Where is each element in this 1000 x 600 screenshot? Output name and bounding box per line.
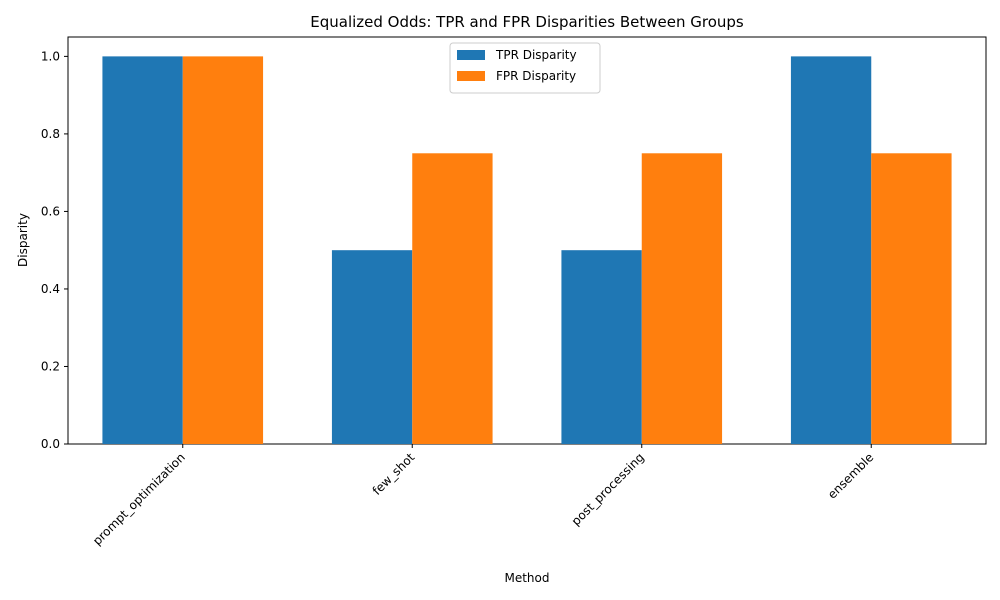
tpr-bar-post-processing — [561, 250, 642, 444]
bars-group — [102, 56, 952, 445]
y-tick-label: 0.2 — [41, 359, 60, 373]
tpr-bar-ensemble — [790, 56, 872, 444]
legend-box — [449, 42, 601, 94]
plot-area-frame — [67, 36, 987, 445]
y-axis-label: Disparity — [16, 213, 30, 267]
y-axis: 0.0 0.2 0.4 0.6 0.8 1.0 — [41, 49, 68, 451]
x-tick-label-ensemble: ensemble — [825, 450, 876, 501]
y-tick-label: 1.0 — [41, 49, 60, 63]
fpr-bar-prompt-optimization — [182, 56, 264, 444]
x-tick-label-few-shot: few_shot — [370, 450, 418, 498]
x-axis-label: Method — [504, 571, 549, 585]
legend: TPR Disparity FPR Disparity — [449, 42, 601, 94]
fpr-bar-few-shot — [412, 153, 493, 445]
fpr-bar-ensemble — [871, 153, 952, 445]
chart-title: Equalized Odds: TPR and FPR Disparities … — [310, 13, 744, 31]
tpr-bar-prompt-optimization — [102, 56, 183, 444]
y-tick-label: 0.6 — [41, 204, 60, 218]
tpr-legend-swatch — [457, 50, 485, 60]
y-tick-label: 0.4 — [41, 282, 60, 296]
y-tick-label: 0.0 — [41, 437, 60, 451]
x-tick-label-post-processing: post_processing — [569, 450, 647, 528]
fpr-legend-label: FPR Disparity — [496, 69, 576, 83]
x-tick-label-prompt-optimization: prompt_optimization — [90, 450, 188, 548]
y-tick-label: 0.8 — [41, 127, 60, 141]
tpr-legend-label: TPR Disparity — [495, 48, 577, 62]
tpr-bar-few-shot — [331, 250, 413, 444]
x-axis: prompt_optimization few_shot post_processi… — [90, 444, 876, 548]
fpr-bar-post-processing — [641, 153, 723, 445]
fpr-legend-swatch — [457, 71, 485, 81]
